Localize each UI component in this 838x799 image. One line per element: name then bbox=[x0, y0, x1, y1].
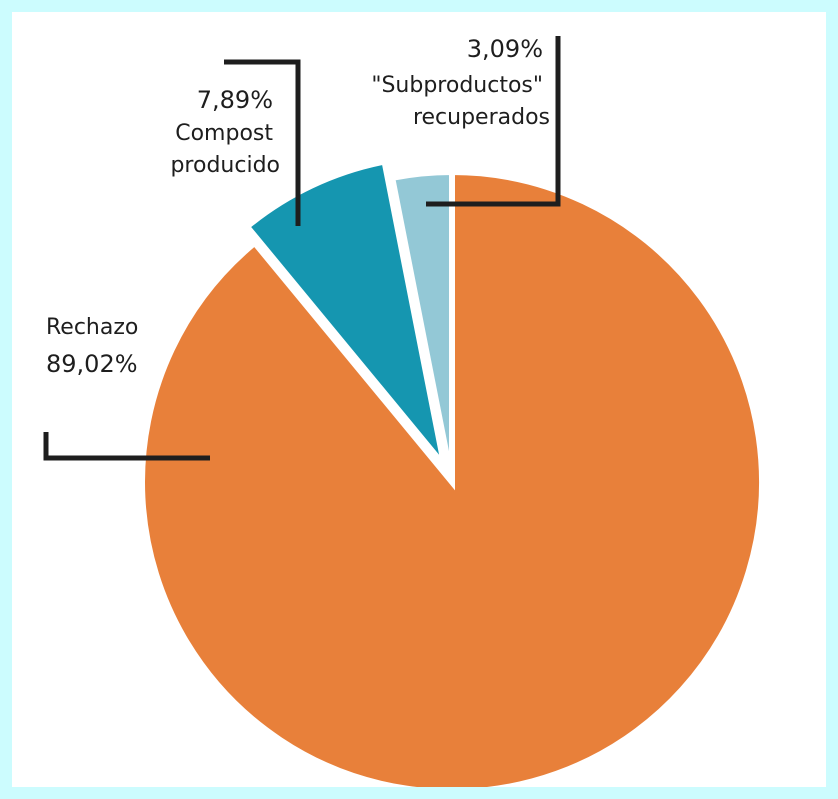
pie-chart: Rechazo 89,02% 7,89% Compost producido 3… bbox=[43, 35, 765, 787]
label-compost: 7,89% Compost producido bbox=[170, 86, 280, 178]
chart-panel: Rechazo 89,02% 7,89% Compost producido 3… bbox=[12, 12, 826, 787]
leader-compost bbox=[224, 59, 301, 226]
leader-lines bbox=[43, 36, 561, 461]
label-subproductos-name-line1: "Subproductos" bbox=[371, 73, 543, 98]
pie-slices bbox=[139, 158, 765, 787]
label-compost-name-line2: producido bbox=[170, 153, 280, 178]
label-rechazo-name: Rechazo bbox=[46, 315, 138, 340]
label-subproductos-value: 3,09% bbox=[467, 35, 543, 63]
label-subproductos: 3,09% "Subproductos" recuperados bbox=[371, 35, 550, 130]
slice-compost bbox=[242, 158, 448, 468]
label-rechazo: Rechazo 89,02% bbox=[46, 315, 145, 378]
leader-subproductos bbox=[426, 36, 561, 207]
leader-rechazo bbox=[43, 432, 210, 461]
label-compost-value: 7,89% bbox=[197, 86, 273, 114]
label-subproductos-name-line2: recuperados bbox=[413, 105, 550, 130]
slice-subproductos bbox=[388, 168, 455, 483]
label-rechazo-value: 89,02% bbox=[46, 350, 138, 378]
slice-rechazo bbox=[139, 168, 765, 787]
label-compost-name-line1: Compost bbox=[175, 121, 273, 146]
